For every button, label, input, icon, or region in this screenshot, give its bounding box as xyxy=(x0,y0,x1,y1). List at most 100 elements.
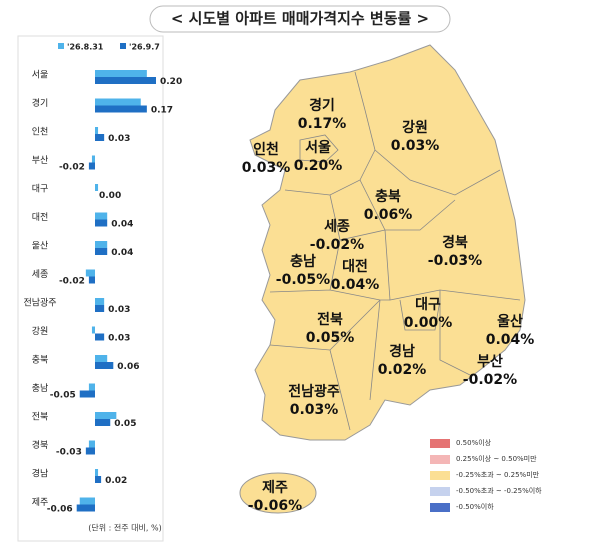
value-label: 0.03 xyxy=(108,134,130,144)
region-value: 0.03% xyxy=(290,402,339,418)
region-name: 전북 xyxy=(317,311,343,328)
bar xyxy=(92,156,95,163)
region-name: 강원 xyxy=(402,119,428,136)
region-value: 0.17% xyxy=(298,116,347,132)
region-value: 0.05% xyxy=(306,330,355,346)
legend-label: '26.8.31 xyxy=(67,43,104,52)
region-value: 0.03% xyxy=(242,160,291,176)
bar xyxy=(77,505,95,512)
bar xyxy=(95,248,107,255)
value-label: 0.06 xyxy=(117,362,139,372)
region-name: 인천 xyxy=(253,141,279,158)
legend-swatch xyxy=(58,43,64,49)
legend-swatch xyxy=(120,43,126,49)
value-label: 0.02 xyxy=(105,476,127,486)
category-label: 경기 xyxy=(32,97,49,109)
value-label: -0.06 xyxy=(47,505,73,515)
bar xyxy=(95,469,98,476)
region-name: 충남 xyxy=(290,253,316,270)
region-name: 세종 xyxy=(324,219,350,235)
region-name: 울산 xyxy=(497,313,523,330)
bar xyxy=(95,362,113,369)
value-label: -0.02 xyxy=(59,277,85,287)
region-value: -0.02% xyxy=(463,372,517,388)
region-value: -0.05% xyxy=(276,272,330,288)
legend-label: 0.50%이상 xyxy=(456,438,492,447)
region-value: 0.04% xyxy=(486,332,535,348)
region-value: 0.02% xyxy=(378,362,427,378)
region-value: 0.04% xyxy=(331,277,380,293)
bar xyxy=(89,441,95,448)
bar xyxy=(95,419,110,426)
bar xyxy=(95,127,98,134)
legend-label: -0.25%초과 ~ 0.25%미만 xyxy=(456,470,540,479)
region-name: 서울 xyxy=(305,139,331,156)
bar xyxy=(89,384,95,391)
bar xyxy=(95,412,116,419)
region-value: 0.20% xyxy=(294,158,343,174)
value-label: 0.03 xyxy=(108,305,130,315)
bar xyxy=(95,476,101,483)
category-label: 충북 xyxy=(32,355,49,366)
bar xyxy=(89,163,95,170)
bar xyxy=(95,106,147,113)
region-name: 제주 xyxy=(262,480,288,496)
legend-label: 0.25%이상 ~ 0.50%미만 xyxy=(456,454,537,463)
region-name: 부산 xyxy=(477,353,503,370)
category-label: 서울 xyxy=(32,70,49,81)
region-value: -0.06% xyxy=(248,498,302,514)
region-name: 대구 xyxy=(415,297,441,313)
bar xyxy=(95,134,104,141)
category-label: 대전 xyxy=(32,212,49,223)
region-value: 0.00% xyxy=(404,315,453,331)
bar xyxy=(95,305,104,312)
legend-swatch xyxy=(430,439,450,448)
category-label: 세종 xyxy=(32,269,49,280)
value-label: 0.00 xyxy=(99,191,121,201)
value-label: 0.05 xyxy=(114,419,136,429)
category-label: 인천 xyxy=(32,127,49,138)
category-label: 경북 xyxy=(32,439,49,451)
bar xyxy=(80,391,95,398)
value-label: 0.17 xyxy=(151,106,173,116)
bar xyxy=(89,277,95,284)
category-label: 전남광주 xyxy=(23,297,56,309)
legend-label: '26.9.7 xyxy=(129,43,160,52)
category-label: 부산 xyxy=(32,155,49,166)
region-value: -0.03% xyxy=(428,253,482,269)
region-name: 충북 xyxy=(375,189,401,205)
region-name: 전남광주 xyxy=(288,383,340,400)
value-label: 0.04 xyxy=(111,220,133,230)
value-label: -0.02 xyxy=(59,163,85,173)
bar xyxy=(95,77,156,84)
bar xyxy=(80,498,95,505)
region-value: 0.03% xyxy=(391,138,440,154)
bar xyxy=(95,220,107,227)
category-label: 전북 xyxy=(32,412,49,423)
category-label: 대구 xyxy=(32,184,49,195)
region-name: 경남 xyxy=(389,343,415,360)
region-name: 경기 xyxy=(309,97,335,114)
footnote: (단위 : 전주 대비, %) xyxy=(88,523,161,533)
value-label: 0.20 xyxy=(160,77,182,87)
bar xyxy=(95,355,107,362)
legend-label: -0.50%초과 ~ -0.25%이하 xyxy=(456,486,542,495)
region-value: 0.06% xyxy=(364,207,413,223)
bar xyxy=(95,241,107,248)
bar xyxy=(95,184,98,191)
bar xyxy=(95,70,147,77)
legend-label: -0.50%이하 xyxy=(456,502,494,511)
category-label: 강원 xyxy=(32,326,49,337)
legend-swatch xyxy=(430,455,450,464)
category-label: 울산 xyxy=(32,241,49,252)
bar xyxy=(95,298,104,305)
bar xyxy=(95,99,141,106)
bar xyxy=(95,213,107,220)
title: < 시도별 아파트 매매가격지수 변동률 > xyxy=(171,10,429,28)
value-label: -0.03 xyxy=(56,448,82,458)
bar xyxy=(86,270,95,277)
region-name: 대전 xyxy=(342,258,368,275)
region-name: 경북 xyxy=(442,234,468,251)
legend-swatch xyxy=(430,471,450,480)
